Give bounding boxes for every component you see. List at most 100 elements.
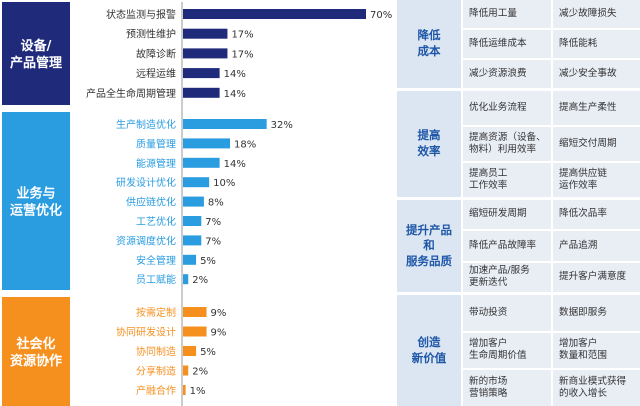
section-title: 资源协作 xyxy=(10,353,62,369)
benefit-item: 减少故障损失 xyxy=(553,0,640,28)
benefit-group-title: 提升产品 和 服务品质 xyxy=(397,200,461,292)
benefit-item: 提高生产柔性 xyxy=(553,91,640,125)
value-label: 70% xyxy=(370,10,392,21)
bar xyxy=(183,235,202,246)
benefit-item: 加速产品/服务 更新迭代 xyxy=(463,262,551,292)
category-label: 员工赋能 xyxy=(136,273,176,286)
benefit-item: 产品追溯 xyxy=(553,231,640,261)
category-label: 状态监测与报警 xyxy=(106,8,176,21)
benefit-item: 数据即服务 xyxy=(553,295,640,331)
benefit-item: 降低能耗 xyxy=(553,30,640,58)
bar xyxy=(183,68,220,79)
value-label: 7% xyxy=(205,236,221,247)
bar xyxy=(183,346,197,356)
value-label: 9% xyxy=(211,308,227,319)
benefit-item: 优化业务流程 xyxy=(463,91,551,125)
category-label: 资源调度优化 xyxy=(116,234,176,247)
bar xyxy=(183,385,186,395)
bar xyxy=(183,326,207,337)
benefit-item: 增加客户 数量和范围 xyxy=(553,332,640,369)
bar xyxy=(183,48,228,59)
value-label: 32% xyxy=(271,120,293,131)
category-label: 产融合作 xyxy=(136,384,176,397)
category-label: 能源管理 xyxy=(136,157,176,170)
benefit-item: 降低用工量 xyxy=(463,0,551,28)
section-title-box xyxy=(2,2,70,105)
bar xyxy=(183,87,220,98)
section-title-box xyxy=(2,297,70,406)
benefit-item: 提升客户满意度 xyxy=(553,262,640,292)
section-title: 业务与 xyxy=(16,186,55,202)
section-title: 产品管理 xyxy=(10,55,62,71)
value-label: 8% xyxy=(208,198,224,209)
category-label: 安全管理 xyxy=(136,254,176,267)
benefit-group-title: 提高 效率 xyxy=(397,91,461,197)
bar xyxy=(183,9,366,19)
bar-chart: 设备/产品管理 状态监测与报警 70% 预测性维护 17% 故障诊断 17% 远程运维 14% 产… xyxy=(2,2,392,406)
benefit-group-title: 降低 成本 xyxy=(397,0,461,88)
benefits-panel: 降低 成本 降低用工量 减少故障损失 降低运维成本 降低能耗 减少资源浪费 减少安全事故 提高… xyxy=(397,0,640,406)
benefit-item: 新商业模式获得 的收入增长 xyxy=(553,370,640,406)
benefit-item: 降低运维成本 xyxy=(463,30,551,58)
benefit-group: 创造 新价值 带动投资 数据即服务 增加客户 生命周期价值 增加客户 数量和范围 新的市场… xyxy=(397,295,640,406)
category-label: 按需定制 xyxy=(136,306,176,319)
bar xyxy=(183,274,189,285)
benefit-item: 减少安全事故 xyxy=(553,60,640,88)
value-label: 2% xyxy=(192,275,208,286)
bar xyxy=(183,196,204,207)
benefit-item: 带动投资 xyxy=(463,295,551,331)
bar xyxy=(183,177,210,188)
category-label: 远程运维 xyxy=(136,67,176,80)
bar xyxy=(183,138,231,149)
value-label: 5% xyxy=(200,256,216,267)
category-label: 故障诊断 xyxy=(136,47,176,60)
category-label: 供应链优化 xyxy=(126,196,176,209)
benefit-item: 增加客户 生命周期价值 xyxy=(463,332,551,369)
benefit-group: 提升产品 和 服务品质 缩短研发周期 降低次品率 降低产品故障率 产品追溯 加速产品/服务… xyxy=(397,200,640,292)
value-label: 9% xyxy=(211,328,227,339)
category-label: 工艺优化 xyxy=(136,215,176,228)
value-label: 14% xyxy=(224,159,246,170)
category-label: 协同研发设计 xyxy=(116,326,176,339)
benefit-item: 缩短研发周期 xyxy=(463,200,551,230)
category-label: 分享制造 xyxy=(136,365,176,378)
benefit-item: 缩短交付周期 xyxy=(553,127,640,161)
benefit-group: 降低 成本 降低用工量 减少故障损失 降低运维成本 降低能耗 减少资源浪费 减少安全事故 xyxy=(397,0,640,88)
benefit-item: 提高资源（设备、 物料）利用效率 xyxy=(463,127,551,161)
benefit-group: 提高 效率 优化业务流程 提高生产柔性 提高资源（设备、 物料）利用效率 缩短交付周期提… xyxy=(397,91,640,197)
benefit-item: 降低次品率 xyxy=(553,200,640,230)
benefit-group-title: 创造 新价值 xyxy=(397,295,461,406)
section-title: 社会化 xyxy=(15,336,55,352)
category-label: 产品全生命周期管理 xyxy=(86,87,176,100)
category-label: 研发设计优化 xyxy=(116,176,176,189)
bar xyxy=(183,307,207,317)
category-label: 协同制造 xyxy=(136,345,176,358)
value-label: 5% xyxy=(200,347,216,358)
bar xyxy=(183,28,228,39)
benefit-item: 减少资源浪费 xyxy=(463,60,551,88)
value-label: 14% xyxy=(224,69,246,80)
value-label: 2% xyxy=(192,367,208,378)
bar xyxy=(183,216,202,226)
section-title-box xyxy=(2,112,70,290)
section-title: 运营优化 xyxy=(10,203,62,219)
value-label: 17% xyxy=(231,49,253,60)
bar xyxy=(183,157,220,168)
category-label: 质量管理 xyxy=(136,137,176,150)
bar xyxy=(183,119,267,129)
value-label: 14% xyxy=(224,89,246,100)
value-label: 7% xyxy=(205,217,221,228)
category-label: 生产制造优化 xyxy=(116,118,176,131)
value-label: 17% xyxy=(231,30,253,41)
bar xyxy=(183,365,189,376)
value-label: 1% xyxy=(190,386,206,397)
section-title: 设备/ xyxy=(21,38,52,54)
benefit-item: 降低产品故障率 xyxy=(463,231,551,261)
category-label: 预测性维护 xyxy=(126,28,176,41)
value-label: 18% xyxy=(234,139,256,150)
benefit-item: 新的市场 营销策略 xyxy=(463,370,551,406)
bar xyxy=(183,254,197,265)
value-label: 10% xyxy=(213,178,235,189)
